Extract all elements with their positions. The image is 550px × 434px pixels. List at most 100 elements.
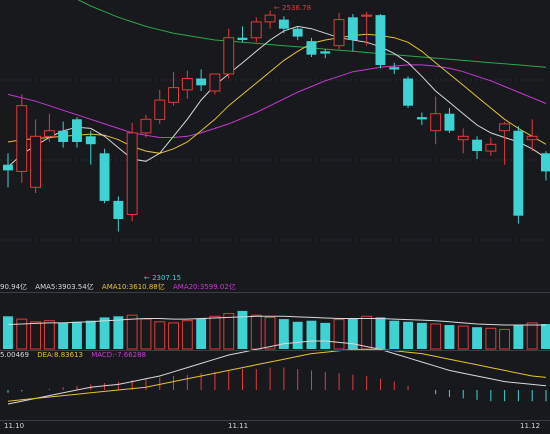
candle-body-up [526,135,538,141]
volume-legend: 90.94亿 AMA5:3903.54亿 AMA10:3610.88亿 AMA2… [0,282,242,292]
candle-body-down [320,51,331,54]
volume-bar-down [99,317,110,349]
volume-bar-up [140,318,152,350]
volume-ma-line [7,315,546,326]
x-tick-1110: 11.10 [4,422,25,430]
candle-body-up [457,135,469,141]
candle-body-up [181,78,193,91]
volume-bar-down [513,325,524,349]
volume-bar-down [292,321,303,349]
candle-body-down [237,37,248,40]
candle-body-up [430,113,442,132]
candle-body-down [113,200,124,219]
dif-line [7,340,547,405]
candle-body-down [444,113,455,131]
candle-body-down [99,153,110,201]
volume-bar-down [278,319,289,349]
volume-bar-up [430,323,442,350]
candle-body-up [168,87,180,103]
volume-bar-up [250,314,262,350]
volume-bar-down [375,317,386,349]
volume-bar-up [126,314,138,350]
high-price-label: ← 2536.78 [274,4,312,12]
legend-ma20: AMA20:3599.02亿 [172,283,236,291]
candle-body-up [333,19,345,47]
volume-bar-down [320,322,331,349]
volume-bar-down [416,322,427,349]
legend-dea: DEA:8.83613 [37,351,83,359]
candle-body-down [292,28,303,37]
volume-bar-down [113,316,124,349]
legend-ma5: AMA5:3903.54亿 [35,283,94,291]
volume-bar-up [30,321,41,350]
volume-bar-down [541,324,550,349]
volume-bar-down [58,322,69,349]
candle-body-up [43,130,55,137]
candle-body-down [306,41,317,55]
ma5-line [7,25,547,168]
volume-bar-down [306,320,317,349]
candle-body-up [223,37,235,75]
x-tick-1112: 11.12 [520,422,541,430]
legend-prefix: 90.94亿 [0,283,28,291]
volume-macd-divider [0,350,550,351]
high-price-value: 2536.78 [282,4,312,12]
candle-body-up [140,118,152,134]
legend-dif: 5.00469 [0,351,29,359]
volume-bar-up [264,316,276,350]
volume-bar-up [223,313,235,350]
candle-body-down [196,78,207,86]
volume-bar-down [3,316,13,349]
ma60-line [77,0,547,68]
volume-bar-up [499,328,511,350]
ma20-line [7,64,547,138]
low-price-value: 2307.15 [152,274,182,282]
candle-body-down [72,119,82,142]
legend-macd: MACD:-7.66288 [91,351,147,359]
volume-bar-up [154,321,166,350]
candle-body-up [154,99,166,120]
volume-bar-up [43,320,55,350]
candle-body-up [485,143,497,152]
candle-body-down [513,130,524,216]
candle-body-up [209,73,221,92]
volume-bar-up [526,322,538,350]
volume-bar-up [16,318,28,350]
candle-body-up [264,14,276,23]
volume-bar-up [209,315,221,350]
volume-bar-down [389,320,400,349]
candle-body-up [499,123,511,132]
candle-body-down [375,15,386,66]
candle-body-down [541,153,550,172]
candle-body-down [58,130,69,142]
axis-divider [0,420,550,421]
price-volume-divider [0,292,550,293]
candle-body-down [347,17,358,40]
volume-bar-down [472,327,482,349]
volume-bar-down [85,320,96,349]
volume-bar-down [444,325,455,349]
candle-body-down [403,78,413,106]
volume-bar-up [333,319,345,350]
volume-bar-down [72,321,82,349]
legend-ma10: AMA10:3610.88亿 [101,283,165,291]
candle-body-up [361,14,373,17]
low-price-label: ← 2307.15 [144,274,182,282]
volume-bar-down [403,321,413,349]
macd-legend: 5.00469 DEA:8.83613 MACD:-7.66288 [0,351,152,359]
candle-body-down [472,139,482,151]
volume-bar-up [457,325,469,350]
volume-bar-up [361,315,373,350]
candle-body-up [30,135,41,188]
candle-body-down [3,164,13,171]
volume-bar-up [181,320,193,350]
candle-body-down [389,67,400,70]
volume-bar-up [168,322,180,350]
volume-bar-down [237,310,248,349]
x-tick-1111: 11.11 [228,422,249,430]
candle-body-up [250,21,262,39]
volume-bar-up [485,327,497,350]
candle-body-down [278,19,289,29]
ma10-line [7,33,547,154]
